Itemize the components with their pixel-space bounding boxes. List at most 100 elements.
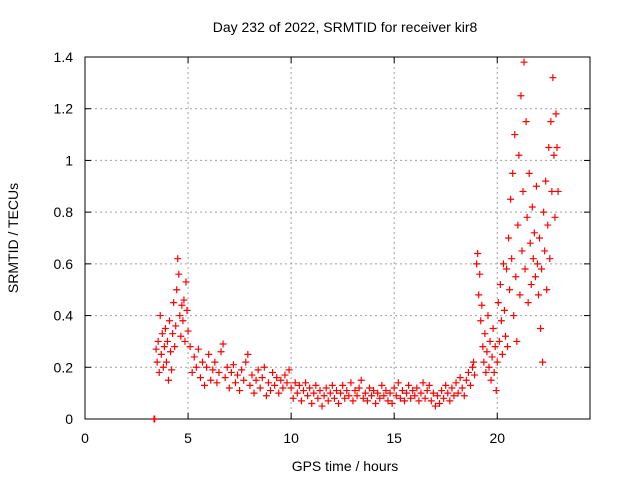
data-point (496, 281, 504, 289)
data-point (231, 379, 239, 387)
data-point (554, 187, 562, 195)
data-point (158, 330, 166, 338)
data-point (203, 363, 211, 371)
data-point (283, 379, 291, 387)
data-point (260, 363, 268, 371)
chart-title: Day 232 of 2022, SRMTID for receiver kir… (213, 19, 478, 35)
data-point (450, 392, 458, 400)
data-point (271, 381, 279, 389)
data-point (538, 265, 546, 273)
data-point (491, 343, 499, 351)
data-point (487, 376, 495, 384)
data-point (304, 392, 312, 400)
data-point (221, 374, 229, 382)
data-point (332, 387, 340, 395)
data-point (466, 381, 474, 389)
data-point (181, 337, 189, 345)
data-point (316, 387, 324, 395)
data-point (454, 389, 462, 397)
data-point (546, 255, 554, 263)
data-point (536, 234, 543, 242)
data-point (542, 177, 550, 185)
data-point (345, 392, 353, 400)
data-point (370, 387, 378, 395)
data-point (537, 325, 545, 332)
data-point (297, 397, 305, 405)
data-point (477, 317, 485, 325)
data-point (308, 399, 316, 407)
data-point (227, 368, 235, 376)
data-point (155, 368, 163, 376)
data-point (545, 144, 553, 151)
data-point (337, 389, 345, 397)
data-point (462, 376, 470, 384)
data-point (162, 358, 170, 366)
x-tick-label: 15 (386, 430, 402, 446)
data-point (254, 366, 262, 374)
data-point (415, 397, 423, 405)
data-point (533, 260, 541, 268)
data-point (510, 312, 518, 320)
data-point (492, 387, 500, 395)
data-point (246, 381, 254, 389)
data-point (529, 255, 537, 263)
data-point (394, 379, 402, 387)
data-point (269, 368, 277, 376)
data-point (335, 399, 343, 407)
data-point (485, 363, 493, 371)
data-point (486, 337, 494, 345)
data-point (192, 363, 200, 371)
data-point (433, 392, 441, 400)
data-point (179, 317, 187, 325)
y-tick-label: 0.2 (54, 359, 74, 375)
data-point (295, 381, 303, 389)
data-point (365, 384, 373, 392)
data-point (238, 366, 246, 374)
data-point (172, 322, 180, 330)
data-point (213, 379, 221, 387)
data-point (152, 345, 160, 353)
data-point (511, 131, 519, 139)
data-point (372, 399, 380, 407)
data-point (431, 402, 439, 410)
y-tick-label: 1 (65, 152, 73, 168)
data-point (219, 340, 227, 348)
data-point (374, 389, 382, 397)
data-point (520, 58, 528, 66)
data-point (368, 392, 376, 400)
data-point (281, 371, 289, 379)
data-points (150, 58, 562, 423)
data-point (351, 387, 359, 395)
data-point (343, 387, 351, 395)
data-point (170, 299, 178, 307)
data-point (419, 379, 427, 387)
data-point (215, 368, 223, 376)
y-tick-label: 1.4 (54, 49, 74, 65)
data-point (353, 392, 361, 400)
data-point (525, 169, 533, 177)
data-point (355, 384, 363, 392)
data-point (357, 376, 365, 384)
data-point (302, 379, 310, 387)
data-point (506, 286, 514, 294)
data-point (306, 384, 314, 392)
data-point (551, 213, 559, 221)
data-point (330, 394, 338, 402)
data-point (444, 389, 452, 397)
data-point (458, 384, 466, 392)
data-point (508, 255, 516, 263)
x-tick-label: 0 (81, 430, 89, 446)
data-point (240, 376, 248, 384)
data-point (349, 397, 357, 405)
data-point (242, 358, 250, 366)
data-point (341, 394, 349, 402)
data-point (500, 306, 508, 314)
data-point (291, 379, 299, 387)
data-point (184, 327, 192, 335)
data-point (398, 387, 406, 395)
data-point (498, 350, 506, 358)
data-point (156, 312, 164, 320)
data-point (166, 317, 174, 325)
data-point (501, 332, 509, 340)
data-point (517, 92, 525, 100)
